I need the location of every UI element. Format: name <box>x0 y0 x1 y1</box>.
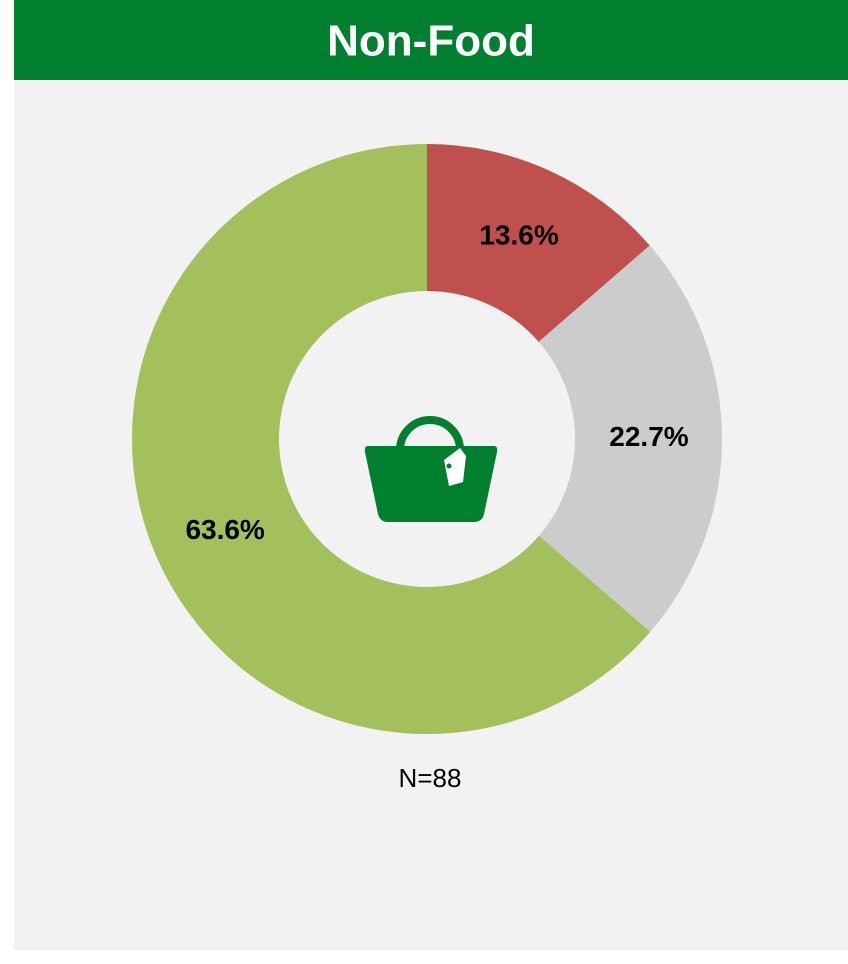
data-label: 22.7% <box>609 421 688 452</box>
chart-title: Non-Food <box>327 17 535 66</box>
header-bar <box>14 0 848 80</box>
slices <box>131 144 722 734</box>
sample-size: N=88 <box>399 763 462 793</box>
bag-handle <box>396 416 464 451</box>
data-label: 63.6% <box>185 514 264 545</box>
data-label: 13.6% <box>479 219 558 250</box>
donut-slice <box>131 144 651 734</box>
donut-slice <box>538 245 722 632</box>
bag-tag-hole <box>446 463 452 469</box>
bag-icon <box>364 416 498 522</box>
donut-slice <box>427 144 650 342</box>
bag-tag <box>444 448 466 486</box>
bag-body <box>364 446 498 522</box>
